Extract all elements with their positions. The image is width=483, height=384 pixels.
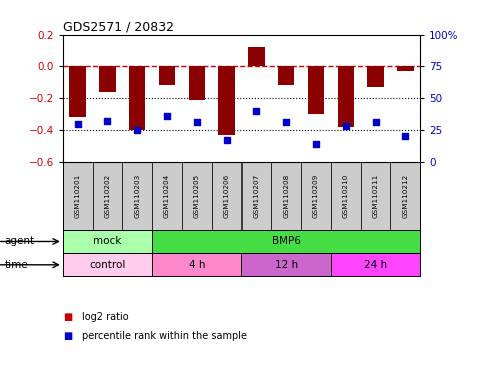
Bar — [99, 66, 115, 92]
Point — [282, 119, 290, 126]
Bar — [248, 47, 265, 66]
Text: ■: ■ — [63, 331, 72, 341]
Text: control: control — [89, 260, 126, 270]
Bar — [152, 162, 182, 230]
Text: GSM110201: GSM110201 — [75, 174, 81, 218]
Point — [193, 119, 201, 126]
Text: 12 h: 12 h — [275, 260, 298, 270]
Bar — [368, 66, 384, 87]
Text: GSM110202: GSM110202 — [104, 174, 111, 218]
Point — [223, 137, 230, 143]
Bar — [397, 66, 413, 71]
Text: time: time — [5, 260, 28, 270]
Text: GDS2571 / 20832: GDS2571 / 20832 — [63, 20, 174, 33]
Bar — [122, 162, 152, 230]
Bar — [129, 66, 145, 130]
Bar — [271, 162, 301, 230]
Bar — [93, 162, 122, 230]
Bar — [242, 162, 271, 230]
Text: GSM110210: GSM110210 — [343, 174, 349, 218]
Bar — [63, 230, 152, 253]
Point — [312, 141, 320, 147]
Bar — [331, 162, 361, 230]
Bar — [361, 162, 390, 230]
Bar — [390, 162, 420, 230]
Bar — [182, 162, 212, 230]
Bar — [308, 66, 324, 114]
Text: BMP6: BMP6 — [272, 237, 300, 247]
Bar — [331, 253, 420, 276]
Bar — [159, 66, 175, 86]
Text: GSM110207: GSM110207 — [254, 174, 259, 218]
Bar — [218, 66, 235, 135]
Text: log2 ratio: log2 ratio — [82, 312, 129, 322]
Bar — [63, 162, 93, 230]
Text: agent: agent — [5, 237, 35, 247]
Bar — [189, 66, 205, 100]
Point — [401, 133, 409, 139]
Bar — [278, 66, 294, 86]
Text: GSM110211: GSM110211 — [372, 174, 379, 218]
Text: GSM110204: GSM110204 — [164, 174, 170, 218]
Text: GSM110208: GSM110208 — [283, 174, 289, 218]
Text: GSM110205: GSM110205 — [194, 174, 200, 218]
Point — [253, 108, 260, 114]
Text: percentile rank within the sample: percentile rank within the sample — [82, 331, 247, 341]
Point — [133, 127, 141, 133]
Point — [104, 118, 112, 124]
Bar — [338, 66, 354, 127]
Text: 4 h: 4 h — [188, 260, 205, 270]
Point — [372, 119, 380, 126]
Text: GSM110209: GSM110209 — [313, 174, 319, 218]
Bar — [212, 162, 242, 230]
Text: GSM110212: GSM110212 — [402, 174, 408, 218]
Bar — [301, 162, 331, 230]
Point — [163, 113, 171, 119]
Bar — [63, 253, 152, 276]
Text: ■: ■ — [63, 312, 72, 322]
Bar — [242, 253, 331, 276]
Text: 24 h: 24 h — [364, 260, 387, 270]
Bar — [152, 253, 242, 276]
Point — [74, 121, 82, 127]
Bar — [152, 230, 420, 253]
Text: GSM110203: GSM110203 — [134, 174, 140, 218]
Text: GSM110206: GSM110206 — [224, 174, 229, 218]
Text: mock: mock — [93, 237, 122, 247]
Bar — [70, 66, 86, 118]
Point — [342, 123, 350, 129]
